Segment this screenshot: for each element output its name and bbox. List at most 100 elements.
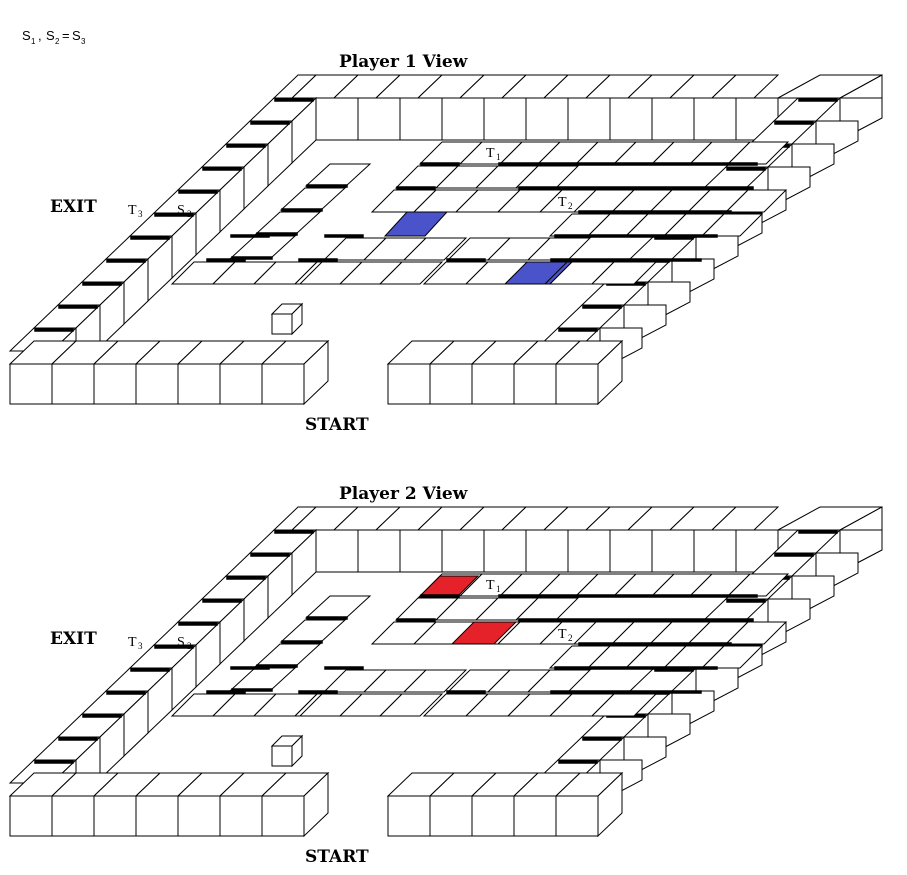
block-front xyxy=(9,363,53,405)
block-front xyxy=(651,97,695,141)
marker-cube-front xyxy=(271,745,293,767)
inner-maze xyxy=(170,573,790,717)
floor-tile xyxy=(590,693,658,717)
block-front xyxy=(471,795,515,837)
view-title: Player 1 View xyxy=(339,52,468,72)
block-front xyxy=(693,97,737,141)
block-front xyxy=(219,363,263,405)
block-front xyxy=(51,363,95,405)
floor-tile xyxy=(304,163,372,187)
block-front xyxy=(399,97,443,141)
floor-tile xyxy=(279,187,347,211)
block-front xyxy=(177,363,221,405)
block-front xyxy=(219,795,263,837)
marker-cube-front xyxy=(271,313,293,335)
exit-label: EXIT xyxy=(50,197,97,217)
block-front xyxy=(429,795,473,837)
floor-tile xyxy=(378,261,444,285)
highlighted-tile xyxy=(450,621,518,645)
floor-tile xyxy=(402,669,468,693)
block-front xyxy=(609,529,653,573)
block-front xyxy=(693,529,737,573)
block-front xyxy=(525,529,569,573)
formula-s2: S xyxy=(46,28,55,43)
t1-sub: 1 xyxy=(496,584,501,594)
block-front xyxy=(483,529,527,573)
start-label: START xyxy=(305,847,369,867)
floor-tile xyxy=(590,261,658,285)
floor-tile xyxy=(229,235,297,259)
exit-label: EXIT xyxy=(50,629,97,649)
block-front xyxy=(651,529,695,573)
t2-label: T xyxy=(558,195,567,210)
block-front xyxy=(261,795,305,837)
block-front xyxy=(135,795,179,837)
block-front xyxy=(399,529,443,573)
t3-label: T xyxy=(128,635,137,650)
floor-tile xyxy=(458,141,524,165)
t1-label: T xyxy=(486,146,495,161)
inner-maze xyxy=(170,141,790,285)
t3-sub: 3 xyxy=(138,641,143,651)
floor-tile xyxy=(402,237,468,261)
formula: S 1 , S 2 = S 3 xyxy=(22,28,86,46)
t2-label: T xyxy=(558,627,567,642)
block-front xyxy=(51,795,95,837)
block-front xyxy=(513,363,557,405)
formula-s1: S xyxy=(22,28,31,43)
block-front xyxy=(513,795,557,837)
floor-tile xyxy=(229,667,297,691)
floor-tile xyxy=(378,693,444,717)
formula-eq: = xyxy=(62,28,70,43)
formula-s3-sub: 3 xyxy=(81,37,86,46)
floor-tile xyxy=(279,619,347,643)
formula-s2-sub: 2 xyxy=(55,37,60,46)
t1-sub: 1 xyxy=(496,152,501,162)
s3-label: S xyxy=(177,203,185,218)
block-front xyxy=(483,97,527,141)
t2-sub: 2 xyxy=(568,201,573,211)
t1-label: T xyxy=(486,578,495,593)
block-front xyxy=(567,529,611,573)
block-front xyxy=(357,97,401,141)
floor-tile xyxy=(254,643,322,667)
floor-tile xyxy=(724,621,788,645)
t2-sub: 2 xyxy=(568,633,573,643)
highlighted-tile xyxy=(503,261,569,285)
t3-sub: 3 xyxy=(138,209,143,219)
block-front xyxy=(177,795,221,837)
block-front xyxy=(525,97,569,141)
start-label: START xyxy=(305,415,369,435)
s3-label: S xyxy=(177,635,185,650)
block-front xyxy=(135,363,179,405)
highlighted-tile xyxy=(383,211,449,237)
floor-tile xyxy=(700,213,764,237)
block-front xyxy=(441,97,485,141)
s3-sub: 3 xyxy=(187,209,192,219)
block-front xyxy=(555,795,599,837)
block-front xyxy=(315,529,359,573)
block-front xyxy=(261,363,305,405)
floor-tile xyxy=(700,645,764,669)
block-front xyxy=(387,363,431,405)
floor-tile xyxy=(724,189,788,213)
floor-tile xyxy=(254,211,322,235)
formula-s1-sub: 1 xyxy=(31,37,36,46)
block-front xyxy=(441,529,485,573)
floor-tile xyxy=(458,573,524,597)
block-front xyxy=(93,363,137,405)
block-front xyxy=(9,795,53,837)
block-front xyxy=(471,363,515,405)
block-front xyxy=(315,97,359,141)
highlighted-tile xyxy=(416,575,480,599)
block-front xyxy=(357,529,401,573)
formula-sep: , xyxy=(38,28,42,43)
block-front xyxy=(555,363,599,405)
block-front xyxy=(429,363,473,405)
floor-tile xyxy=(304,595,372,619)
formula-s3: S xyxy=(72,28,81,43)
view-title: Player 2 View xyxy=(339,484,468,504)
